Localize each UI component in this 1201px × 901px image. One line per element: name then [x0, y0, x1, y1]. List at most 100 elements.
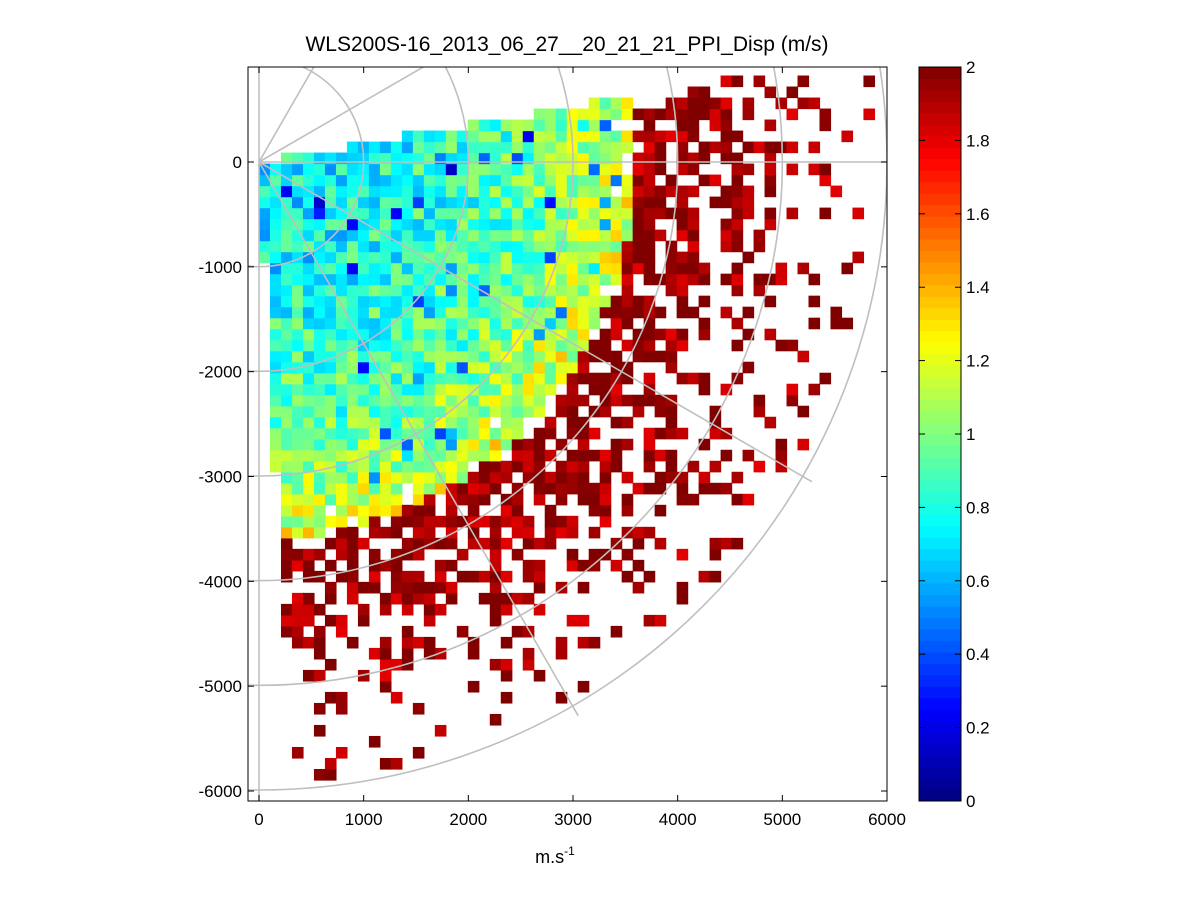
data-cell	[313, 438, 326, 451]
data-cell	[467, 526, 480, 539]
data-cell	[412, 460, 425, 473]
colorbar-tick-label: 0.4	[966, 645, 990, 664]
data-cell	[390, 361, 403, 374]
data-cell	[610, 130, 623, 143]
data-cell	[786, 207, 799, 220]
data-cell	[302, 482, 315, 495]
data-cell	[500, 306, 513, 319]
data-cell	[467, 339, 480, 352]
chart-title: WLS200S-16_2013_06_27__20_21_21_PPI_Disp…	[305, 33, 828, 56]
data-cell	[434, 515, 447, 528]
data-cell	[687, 372, 700, 385]
data-cell	[742, 97, 755, 110]
data-cell	[456, 229, 469, 242]
data-cell	[368, 581, 381, 594]
data-cell	[863, 75, 876, 88]
data-cell	[456, 218, 469, 231]
data-cell	[302, 284, 315, 297]
data-cell	[676, 163, 689, 176]
data-cell	[434, 603, 447, 616]
data-cell	[676, 108, 689, 121]
x-tick-label: 4000	[659, 810, 697, 829]
data-cell	[269, 339, 282, 352]
data-cell	[467, 328, 480, 341]
data-cell	[555, 471, 568, 484]
data-cell	[412, 482, 425, 495]
data-cell	[599, 119, 612, 132]
data-cell	[522, 449, 535, 462]
data-cell	[269, 295, 282, 308]
data-cell	[632, 229, 645, 242]
data-cell	[346, 493, 359, 506]
data-cell	[467, 372, 480, 385]
data-cell	[544, 427, 557, 440]
data-cell	[764, 416, 777, 429]
data-cell	[555, 196, 568, 209]
data-cell	[709, 570, 722, 583]
data-cell	[841, 317, 854, 330]
data-cell	[302, 603, 315, 616]
data-cell	[302, 273, 315, 286]
data-cell	[412, 581, 425, 594]
data-cell	[357, 427, 370, 440]
x-tick-label: 1000	[345, 810, 383, 829]
data-cell	[731, 284, 744, 297]
data-cell	[456, 284, 469, 297]
data-cell	[423, 141, 436, 154]
data-cell	[731, 229, 744, 242]
data-cell	[610, 460, 623, 473]
data-cell	[566, 394, 579, 407]
data-cell	[599, 339, 612, 352]
data-cell	[665, 449, 678, 462]
data-cell	[478, 471, 491, 484]
data-cell	[357, 185, 370, 198]
data-cell	[434, 537, 447, 550]
data-cell	[368, 647, 381, 660]
data-cell	[555, 273, 568, 286]
data-cell	[731, 174, 744, 187]
data-cell	[621, 174, 634, 187]
data-cell	[324, 559, 337, 572]
data-cell	[599, 97, 612, 110]
data-cell	[456, 416, 469, 429]
data-cell	[456, 625, 469, 638]
data-cell	[259, 218, 271, 231]
data-cell	[665, 361, 678, 374]
data-cell	[489, 603, 502, 616]
data-cell	[720, 218, 733, 231]
data-cell	[808, 163, 821, 176]
data-cell	[511, 284, 524, 297]
data-cell	[259, 185, 271, 198]
data-cell	[621, 284, 634, 297]
data-cell	[797, 262, 810, 275]
data-cell	[269, 251, 282, 264]
data-cell	[390, 185, 403, 198]
data-cell	[467, 240, 480, 253]
data-cell	[445, 394, 458, 407]
data-cell	[599, 515, 612, 528]
data-cell	[698, 438, 711, 451]
data-cell	[489, 196, 502, 209]
data-cell	[291, 636, 304, 649]
data-cell	[412, 427, 425, 440]
data-cell	[489, 581, 502, 594]
data-cell	[390, 548, 403, 561]
data-cell	[379, 592, 392, 605]
data-cell	[423, 614, 436, 627]
data-cell	[467, 174, 480, 187]
data-cell	[621, 438, 634, 451]
data-cell	[830, 317, 843, 330]
data-cell	[368, 405, 381, 418]
data-cell	[401, 350, 414, 363]
data-cell	[302, 394, 315, 407]
data-cell	[819, 163, 832, 176]
colorbar-step	[919, 456, 961, 469]
data-cell	[401, 592, 414, 605]
data-cell	[720, 229, 733, 242]
data-cell	[324, 317, 337, 330]
data-cell	[390, 317, 403, 330]
data-cell	[269, 196, 282, 209]
data-cell	[269, 306, 282, 319]
data-cell	[390, 405, 403, 418]
data-cell	[467, 130, 480, 143]
